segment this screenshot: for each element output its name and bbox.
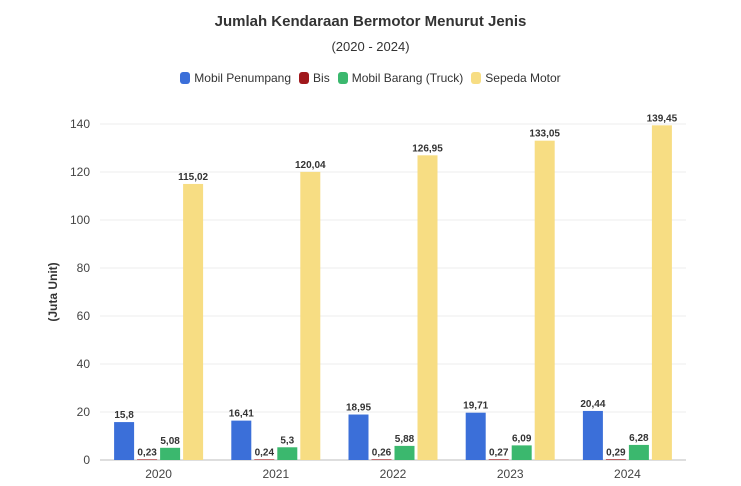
y-tick-label: 0 <box>83 453 90 467</box>
bar <box>605 459 626 460</box>
bar <box>651 125 672 460</box>
chart-title: Jumlah Kendaraan Bermotor Menurut Jenis <box>214 13 527 30</box>
bar <box>534 140 555 460</box>
y-tick-label: 80 <box>77 261 91 275</box>
bar <box>277 447 298 460</box>
bar <box>371 459 392 460</box>
bar <box>511 445 532 460</box>
bar <box>488 459 509 460</box>
data-label: 0,23 <box>137 447 157 458</box>
y-tick-label: 20 <box>77 405 91 419</box>
data-label: 5,88 <box>395 434 415 445</box>
x-tick-label: 2021 <box>262 467 289 481</box>
chart-legend: Mobil Penumpang Bis Mobil Barang (Truck)… <box>0 71 741 85</box>
bar <box>114 422 135 460</box>
y-tick-label: 60 <box>77 309 91 323</box>
data-label: 0,27 <box>489 447 509 458</box>
bar <box>160 447 181 460</box>
legend-label: Mobil Barang (Truck) <box>351 71 464 85</box>
bar <box>394 445 415 460</box>
y-axis-title: (Juta Unit) <box>46 262 60 321</box>
data-label: 139,45 <box>647 113 678 124</box>
bar <box>582 410 603 460</box>
legend-label: Sepeda Motor <box>485 71 561 85</box>
chart-subtitle: (2020 - 2024) <box>331 39 410 54</box>
legend-swatch <box>471 72 482 84</box>
data-label: 5,3 <box>280 435 294 446</box>
x-tick-label: 2020 <box>145 467 172 481</box>
legend-label: Bis <box>313 71 330 85</box>
legend-swatch <box>180 72 191 84</box>
bar <box>628 444 649 460</box>
data-label: 115,02 <box>178 172 208 183</box>
bar <box>137 459 158 460</box>
bar <box>183 183 204 460</box>
data-label: 19,71 <box>463 401 488 412</box>
data-label: 0,26 <box>372 447 392 458</box>
data-label: 0,29 <box>606 447 626 458</box>
y-tick-label: 100 <box>70 213 90 227</box>
bar <box>231 420 252 460</box>
legend-swatch <box>299 72 310 84</box>
data-label: 0,24 <box>255 447 275 458</box>
legend-item-bis[interactable]: Bis <box>299 71 330 85</box>
data-label: 16,41 <box>229 409 254 420</box>
data-label: 6,28 <box>629 433 649 444</box>
data-label: 6,09 <box>512 433 532 444</box>
legend-swatch <box>337 72 348 84</box>
y-tick-label: 140 <box>70 117 90 131</box>
x-tick-label: 2022 <box>380 467 407 481</box>
data-label: 120,04 <box>295 160 326 171</box>
y-tick-label: 120 <box>70 165 90 179</box>
data-label: 15,8 <box>114 410 134 421</box>
data-label: 5,08 <box>160 436 180 447</box>
bar <box>254 459 275 460</box>
y-tick-label: 40 <box>77 357 91 371</box>
legend-label: Mobil Penumpang <box>194 71 292 85</box>
data-label: 133,05 <box>529 129 560 140</box>
data-label: 20,44 <box>580 399 605 410</box>
bar <box>348 414 369 460</box>
x-tick-label: 2024 <box>614 467 641 481</box>
legend-item-mobil-barang[interactable]: Mobil Barang (Truck) <box>337 71 464 85</box>
data-label: 126,95 <box>412 143 443 154</box>
x-tick-label: 2023 <box>497 467 524 481</box>
bar <box>300 171 321 461</box>
legend-item-sepeda-motor[interactable]: Sepeda Motor <box>471 71 561 85</box>
bar <box>465 412 486 460</box>
legend-item-mobil-penumpang[interactable]: Mobil Penumpang <box>180 71 291 85</box>
data-label: 18,95 <box>346 403 371 414</box>
bar <box>417 155 438 460</box>
